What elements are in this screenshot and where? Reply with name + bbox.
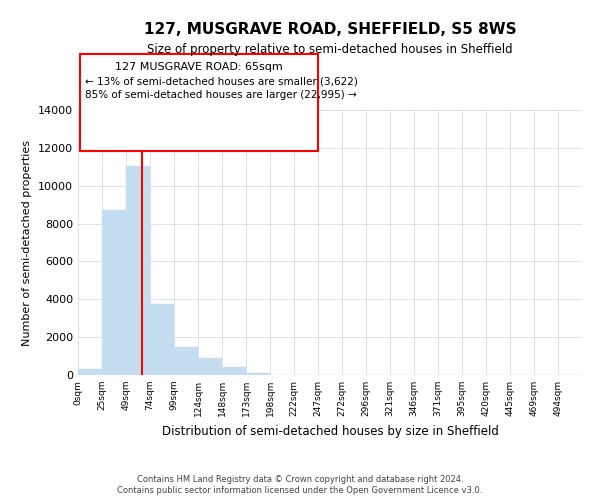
Text: 85% of semi-detached houses are larger (22,995) →: 85% of semi-detached houses are larger (… (85, 90, 357, 100)
Y-axis label: Number of semi-detached properties: Number of semi-detached properties (22, 140, 32, 346)
Text: Contains public sector information licensed under the Open Government Licence v3: Contains public sector information licen… (118, 486, 482, 495)
Bar (174, 346, 198, 375)
Bar (78, 370, 102, 375)
Text: Contains HM Land Registry data © Crown copyright and database right 2024.: Contains HM Land Registry data © Crown c… (137, 475, 463, 484)
FancyBboxPatch shape (80, 54, 318, 151)
Text: Size of property relative to semi-detached houses in Sheffield: Size of property relative to semi-detach… (147, 42, 513, 56)
Text: 127 MUSGRAVE ROAD: 65sqm: 127 MUSGRAVE ROAD: 65sqm (115, 62, 283, 72)
X-axis label: Distribution of semi-detached houses by size in Sheffield: Distribution of semi-detached houses by … (161, 424, 499, 438)
Bar (126, 166, 150, 375)
Text: 127, MUSGRAVE ROAD, SHEFFIELD, S5 8WS: 127, MUSGRAVE ROAD, SHEFFIELD, S5 8WS (143, 22, 517, 38)
Text: ← 13% of semi-detached houses are smaller (3,622): ← 13% of semi-detached houses are smalle… (85, 77, 358, 87)
Bar (102, 210, 126, 375)
Bar (150, 304, 174, 375)
Bar (246, 372, 270, 375)
Bar (222, 368, 246, 375)
Bar (198, 358, 222, 375)
